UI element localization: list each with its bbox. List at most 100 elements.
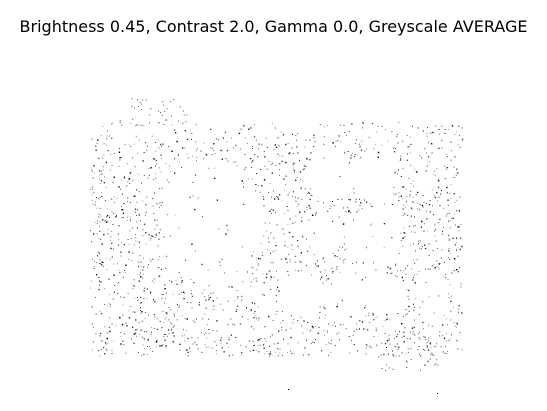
stipple-dot xyxy=(313,232,315,234)
stipple-dot xyxy=(132,118,134,120)
stipple-dot xyxy=(297,197,299,199)
stipple-dot xyxy=(441,233,443,235)
stipple-dot xyxy=(161,187,163,189)
stipple-dot xyxy=(427,349,430,351)
stipple-dot xyxy=(183,291,185,293)
stipple-dot xyxy=(137,99,139,101)
stipple-dot xyxy=(179,349,181,351)
stipple-dot xyxy=(324,126,325,128)
stipple-dot xyxy=(123,202,125,205)
stipple-dot xyxy=(192,195,194,197)
stipple-dot xyxy=(325,343,327,345)
stipple-dot xyxy=(127,239,129,240)
stipple-dot xyxy=(284,241,286,242)
stipple-dot xyxy=(155,177,157,179)
stipple-dot xyxy=(303,166,305,167)
stipple-dot xyxy=(414,168,416,170)
stipple-dot xyxy=(186,302,188,304)
stipple-dot xyxy=(213,143,215,145)
stipple-dot xyxy=(429,200,431,201)
stipple-dot xyxy=(269,353,271,355)
stipple-dot xyxy=(407,146,409,148)
stipple-dot xyxy=(178,227,180,229)
stipple-dot xyxy=(402,245,404,247)
stipple-dot xyxy=(155,341,158,343)
stipple-dot xyxy=(139,310,141,311)
stipple-dot xyxy=(283,233,285,235)
stipple-dot xyxy=(427,361,429,363)
stipple-dot xyxy=(137,209,138,211)
stipple-dot xyxy=(320,278,321,280)
stipple-dot xyxy=(107,304,109,306)
stipple-dot xyxy=(122,340,124,342)
stipple-dot xyxy=(407,215,409,216)
stipple-dot xyxy=(109,317,111,319)
stipple-dot xyxy=(234,299,236,301)
stipple-dot xyxy=(331,267,333,269)
stipple-dot xyxy=(441,147,443,149)
stipple-dot xyxy=(157,146,159,148)
stipple-dot xyxy=(107,233,109,234)
stipple-dot xyxy=(438,196,440,198)
stipple-dot xyxy=(458,210,460,212)
stipple-dot xyxy=(361,140,363,142)
stipple-dot xyxy=(146,288,148,290)
stipple-dot xyxy=(446,154,448,155)
stipple-dot xyxy=(93,326,94,328)
stipple-dot xyxy=(98,252,100,254)
stipple-dot xyxy=(369,203,371,205)
stipple-dot xyxy=(406,289,408,290)
stipple-dot xyxy=(159,320,161,322)
stipple-dot xyxy=(210,128,212,130)
stipple-dot xyxy=(119,148,120,149)
stipple-dot xyxy=(206,337,207,339)
stipple-dot xyxy=(241,355,243,356)
stipple-dot xyxy=(259,258,262,260)
stipple-dot xyxy=(145,204,147,206)
stipple-dot xyxy=(426,132,428,134)
stipple-dot xyxy=(344,152,346,154)
stipple-dot xyxy=(134,343,135,345)
stipple-dot xyxy=(149,175,150,176)
stipple-dot xyxy=(280,258,282,260)
stipple-dot xyxy=(174,129,176,131)
stipple-dot xyxy=(158,167,160,169)
stipple-dot xyxy=(398,169,399,171)
stipple-dot xyxy=(458,143,459,145)
stipple-dot xyxy=(398,200,400,201)
stipple-dot xyxy=(120,157,122,158)
stipple-dot xyxy=(461,245,463,247)
stipple-dot xyxy=(251,161,253,163)
stipple-dot xyxy=(418,337,420,338)
stipple-dot xyxy=(424,336,426,339)
stipple-dot xyxy=(306,265,307,266)
stipple-dot xyxy=(277,153,279,155)
stipple-dot xyxy=(277,144,279,146)
stipple-dot xyxy=(120,251,122,253)
stipple-dot xyxy=(115,216,117,218)
stipple-dot xyxy=(107,150,109,152)
stipple-dot xyxy=(414,262,415,264)
stipple-dot xyxy=(412,333,414,335)
stipple-dot xyxy=(99,280,100,282)
stipple-dot xyxy=(112,340,114,342)
stipple-dot xyxy=(139,246,141,248)
stipple-dot xyxy=(426,345,428,346)
stipple-dot xyxy=(138,241,140,243)
stipple-dot xyxy=(421,204,424,207)
stipple-dot xyxy=(250,309,252,311)
stipple-dot xyxy=(143,348,145,350)
stipple-dot xyxy=(370,347,372,349)
stipple-dot xyxy=(181,335,183,337)
stipple-dot xyxy=(118,244,119,246)
stipple-dot xyxy=(220,343,222,345)
stipple-dot xyxy=(136,221,138,223)
stipple-dot xyxy=(252,145,254,147)
stipple-dot xyxy=(423,149,425,151)
stipple-dot xyxy=(133,244,135,246)
stipple-dot xyxy=(324,317,326,319)
stipple-dot xyxy=(136,189,138,191)
stipple-dot xyxy=(141,182,142,184)
stipple-dot xyxy=(91,186,93,188)
stipple-dot xyxy=(426,165,428,167)
